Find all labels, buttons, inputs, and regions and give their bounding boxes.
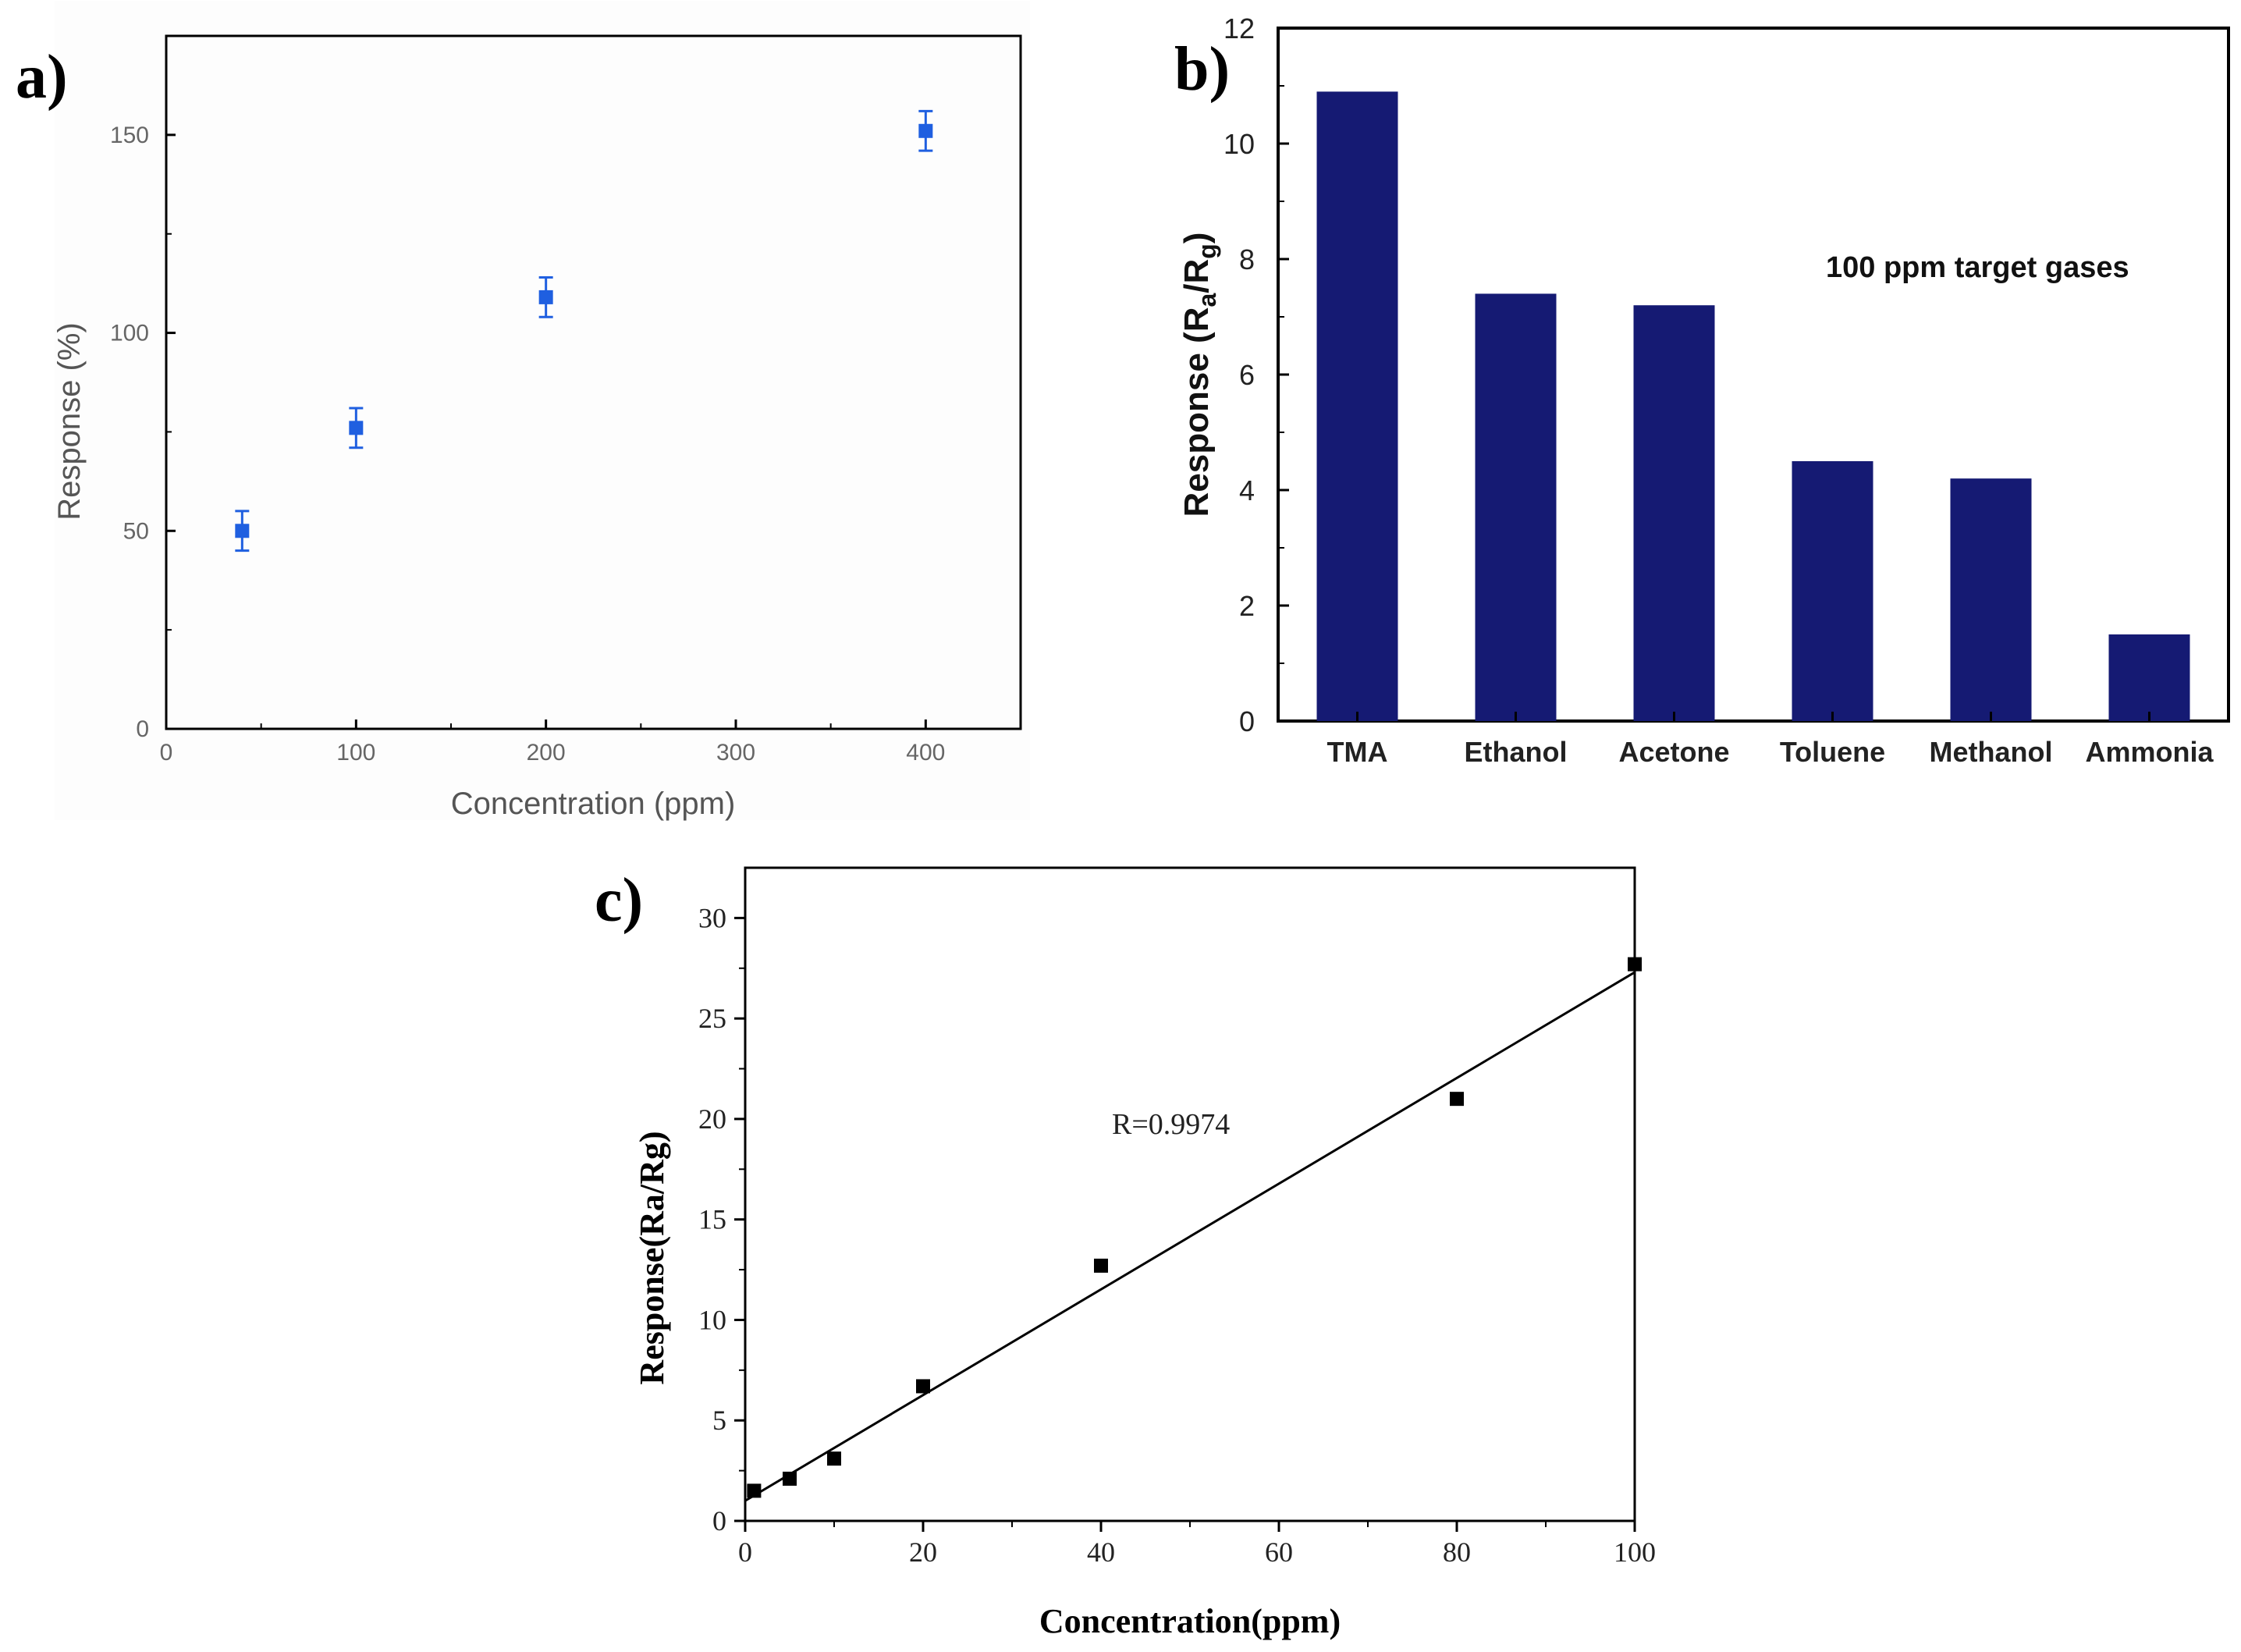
- data-point: [918, 123, 933, 138]
- y-tick-label: 0: [136, 716, 149, 742]
- y-tick-label: 4: [1239, 474, 1255, 506]
- panel-a-y-axis: 0 50 100 150: [110, 123, 176, 742]
- y-tick-label: 8: [1239, 243, 1255, 275]
- y-tick-label: 20: [698, 1103, 726, 1135]
- y-tick-label: 0: [1239, 705, 1255, 737]
- x-tick-label: 60: [1265, 1537, 1293, 1568]
- panel-b-label: b): [1174, 35, 1230, 104]
- bar: [1792, 461, 1873, 721]
- category-label: TMA: [1327, 736, 1388, 768]
- panel-a-y-axis-title: Response (%): [52, 322, 87, 520]
- data-point: [827, 1451, 841, 1466]
- bar: [1950, 478, 2032, 721]
- panel-c-x-axis: 0 20 40 60 80 100: [738, 1521, 1656, 1568]
- x-tick-label: 20: [909, 1537, 937, 1568]
- bar: [1475, 293, 1557, 721]
- x-tick-label: 200: [527, 740, 566, 766]
- panel-a-background: [55, 1, 1030, 820]
- y-tick-label: 10: [1223, 128, 1255, 160]
- data-point: [538, 290, 553, 304]
- panel-a-plot-frame: [165, 34, 1022, 730]
- x-tick-label: 400: [906, 740, 945, 766]
- data-point: [916, 1379, 930, 1394]
- data-point: [747, 1483, 762, 1498]
- panel-c-data: [744, 957, 1642, 1502]
- panel-b-data: [1316, 91, 2190, 721]
- panel-c-y-axis-title: Response(Ra/Rg): [633, 1131, 671, 1384]
- y-tick-label: 12: [1223, 12, 1255, 44]
- category-label: Ethanol: [1465, 736, 1568, 768]
- category-label: Toluene: [1780, 736, 1885, 768]
- panel-b-y-title-sub-g: g: [1193, 243, 1221, 259]
- x-tick-label: 40: [1087, 1537, 1115, 1568]
- panel-b-y-axis: 0 2 4 6 8 10 12: [1223, 12, 1289, 737]
- y-tick-label: 25: [698, 1003, 726, 1034]
- data-point: [1094, 1258, 1108, 1273]
- fit-line: [744, 971, 1635, 1502]
- category-label: Ammonia: [2085, 736, 2214, 768]
- y-tick-label: 2: [1239, 590, 1255, 622]
- x-tick-label: 100: [1614, 1537, 1656, 1568]
- panel-c-label: c): [595, 866, 643, 935]
- data-point: [1628, 957, 1642, 972]
- panel-b-y-title-part: ): [1177, 233, 1216, 244]
- data-point: [1450, 1092, 1464, 1107]
- x-tick-label: 0: [738, 1537, 752, 1568]
- panel-b-y-axis-title: Response (Ra/Rg): [1177, 233, 1221, 517]
- category-label: Methanol: [1930, 736, 2053, 768]
- y-tick-label: 150: [110, 123, 149, 148]
- bar: [1633, 305, 1715, 721]
- panel-b-y-title-part: Response (R: [1177, 307, 1216, 517]
- y-tick-label: 30: [698, 902, 726, 933]
- panel-a-data: [235, 109, 933, 552]
- panel-b-x-axis: TMA Ethanol Acetone Toluene Methanol Ammonia: [1327, 712, 2214, 768]
- data-point: [783, 1471, 797, 1486]
- panel-a: a) 0 100 200 300 400 0 50 100 150 Concentration…: [16, 1, 1030, 821]
- y-tick-label: 5: [712, 1405, 726, 1436]
- panel-c: c) 0 20 40 60 80 100 0 5 10 15 20 25 30 R=0.9974 Co…: [595, 866, 1656, 1640]
- panel-c-y-axis: 0 5 10 15 20 25 30: [698, 902, 745, 1537]
- y-tick-label: 10: [698, 1304, 726, 1335]
- y-tick-label: 50: [123, 518, 149, 544]
- panel-b: b) 0 2 4 6 8 10 12 TMA Ethanol Acetone Toluene Met…: [1174, 12, 2230, 768]
- panel-c-annotation: R=0.9974: [1112, 1108, 1230, 1141]
- panel-b-annotation: 100 ppm target gases: [1826, 251, 2129, 284]
- data-point: [349, 421, 364, 435]
- panel-b-y-title-sub-a: a: [1193, 293, 1221, 307]
- y-tick-label: 6: [1239, 359, 1255, 391]
- panel-b-y-title-part: /R: [1177, 259, 1216, 293]
- y-tick-label: 100: [110, 321, 149, 346]
- x-tick-label: 80: [1443, 1537, 1471, 1568]
- panel-c-x-axis-title: Concentration(ppm): [1039, 1602, 1341, 1640]
- x-tick-label: 300: [716, 740, 755, 766]
- y-tick-label: 15: [698, 1204, 726, 1235]
- bar: [2108, 634, 2190, 721]
- panel-a-x-axis: 0 100 200 300 400: [160, 719, 945, 766]
- data-point: [235, 524, 250, 538]
- bar: [1316, 91, 1398, 721]
- panel-a-label: a): [16, 43, 68, 112]
- x-tick-label: 0: [160, 740, 173, 766]
- category-label: Acetone: [1618, 736, 1729, 768]
- y-tick-label: 0: [712, 1505, 726, 1537]
- x-tick-label: 100: [336, 740, 375, 766]
- panel-a-x-axis-title: Concentration (ppm): [451, 787, 736, 821]
